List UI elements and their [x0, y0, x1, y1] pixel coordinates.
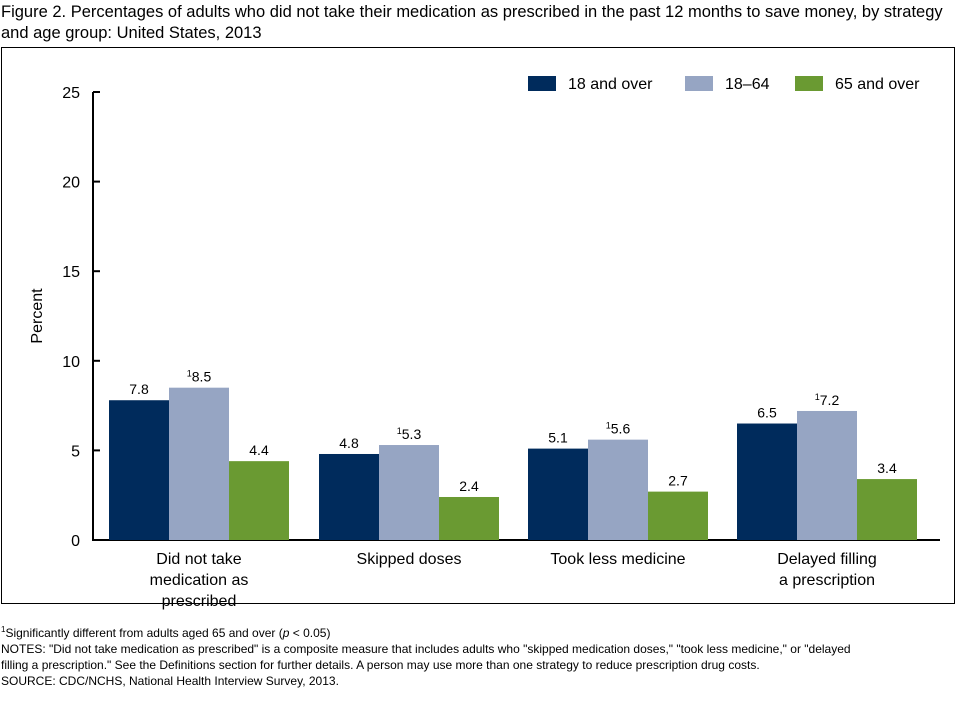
bar-value-label: 4.4	[249, 442, 269, 458]
bar-value-label: 17.2	[815, 392, 840, 408]
legend-swatch	[795, 76, 823, 91]
bar	[857, 479, 917, 540]
figure-title: Figure 2. Percentages of adults who did …	[1, 3, 943, 42]
legend-label: 18 and over	[568, 76, 653, 93]
notes-line-2: filling a prescription." See the Definit…	[1, 658, 760, 672]
bar-value-label: 4.8	[339, 435, 359, 451]
bar	[439, 496, 499, 540]
bar-value-label: 7.8	[129, 381, 149, 397]
source: SOURCE: CDC/NCHS, National Health Interv…	[1, 674, 339, 688]
bar	[648, 491, 708, 540]
notes-line-1: NOTES: "Did not take medication as presc…	[1, 642, 851, 656]
y-tick-label: 5	[71, 443, 80, 460]
bar-value-label: 15.3	[397, 426, 422, 442]
bar-value-label: 15.6	[606, 421, 631, 437]
x-category-label: medication as	[150, 572, 249, 589]
x-category-label: a prescription	[779, 572, 875, 589]
footnote: 1Significantly different from adults age…	[1, 625, 331, 640]
y-tick-label: 25	[62, 85, 80, 102]
bar	[169, 387, 229, 540]
y-tick-label: 10	[62, 354, 80, 371]
bar	[737, 423, 797, 540]
bar-value-label: 6.5	[757, 405, 777, 421]
bar-value-label: 18.5	[187, 369, 212, 385]
legend-label: 18–64	[725, 76, 770, 93]
bar-value-label: 2.4	[459, 478, 479, 494]
legend-swatch	[685, 76, 713, 91]
x-category-label: Did not take	[156, 551, 241, 568]
bar-value-label: 3.4	[877, 460, 897, 476]
x-category-label: Took less medicine	[550, 551, 685, 568]
x-category-label: Skipped doses	[357, 551, 462, 568]
notes: 1Significantly different from adults age…	[1, 622, 951, 689]
y-axis-label: Percent	[29, 288, 46, 344]
bar	[109, 400, 169, 540]
x-category-label: prescribed	[162, 593, 237, 610]
legend-label: 65 and over	[835, 76, 920, 93]
x-category-label: Delayed filling	[777, 551, 877, 568]
y-tick-label: 15	[62, 264, 80, 281]
legend-swatch	[528, 76, 556, 91]
bar	[319, 453, 379, 540]
chart-frame	[1, 47, 955, 604]
y-tick-label: 20	[62, 175, 80, 192]
y-tick-label: 0	[71, 533, 80, 550]
bar-value-label: 2.7	[668, 473, 688, 489]
bar	[528, 448, 588, 540]
bar-value-label: 5.1	[548, 430, 568, 446]
bar	[379, 445, 439, 540]
bar	[588, 439, 648, 540]
bar	[797, 410, 857, 540]
bar	[229, 461, 289, 540]
